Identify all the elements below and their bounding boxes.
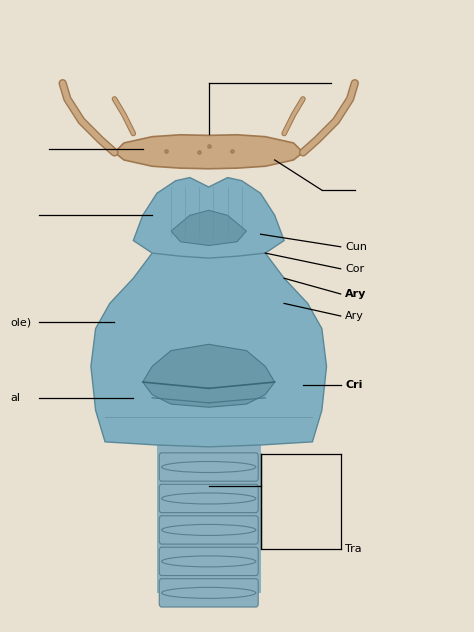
Polygon shape bbox=[143, 344, 275, 407]
Polygon shape bbox=[133, 178, 284, 258]
FancyBboxPatch shape bbox=[159, 453, 258, 481]
Ellipse shape bbox=[162, 461, 256, 473]
Text: ole): ole) bbox=[11, 317, 32, 327]
FancyBboxPatch shape bbox=[159, 579, 258, 607]
Text: Cor: Cor bbox=[346, 264, 365, 274]
Ellipse shape bbox=[162, 493, 256, 504]
Text: al: al bbox=[11, 393, 21, 403]
Text: Ary: Ary bbox=[346, 311, 364, 321]
FancyBboxPatch shape bbox=[159, 547, 258, 576]
Ellipse shape bbox=[162, 587, 256, 599]
Polygon shape bbox=[105, 392, 312, 442]
Polygon shape bbox=[115, 135, 303, 169]
FancyBboxPatch shape bbox=[159, 516, 258, 544]
Polygon shape bbox=[157, 442, 261, 593]
Text: Tra: Tra bbox=[346, 544, 362, 554]
Ellipse shape bbox=[162, 556, 256, 567]
Text: Cun: Cun bbox=[346, 242, 367, 252]
Polygon shape bbox=[91, 222, 327, 447]
Text: Cri: Cri bbox=[346, 380, 363, 390]
Text: Ary: Ary bbox=[346, 289, 367, 299]
Ellipse shape bbox=[162, 525, 256, 535]
Polygon shape bbox=[171, 210, 246, 245]
FancyBboxPatch shape bbox=[159, 484, 258, 513]
